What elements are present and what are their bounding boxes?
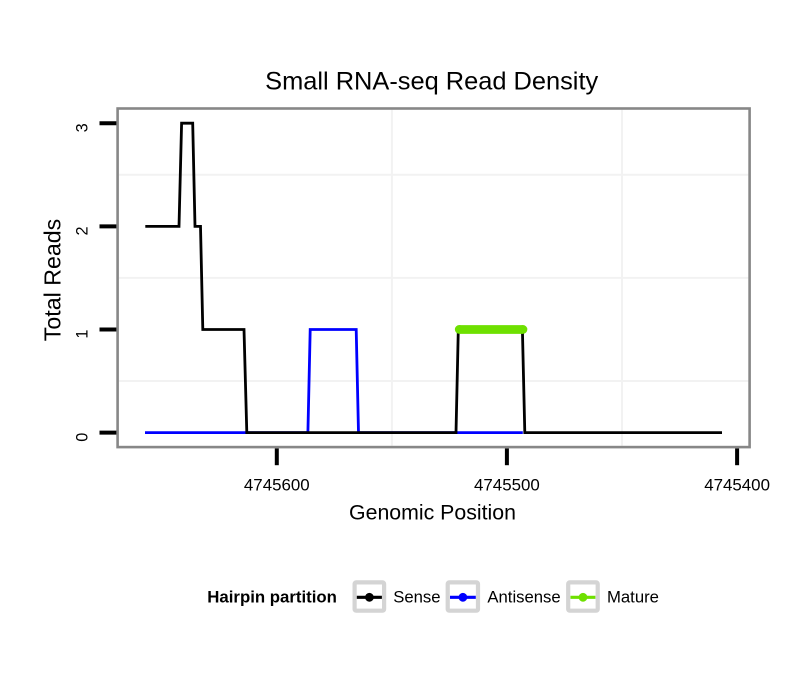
svg-text:Antisense: Antisense [487,588,560,607]
svg-text:1: 1 [73,330,91,339]
svg-text:Genomic Position: Genomic Position [349,501,516,525]
svg-text:0: 0 [73,433,91,442]
svg-text:Total Reads: Total Reads [40,219,66,341]
svg-text:Sense: Sense [393,588,440,607]
svg-text:4745500: 4745500 [474,475,540,494]
svg-text:Hairpin partition: Hairpin partition [207,588,337,607]
svg-text:Small RNA-seq Read Density: Small RNA-seq Read Density [265,67,598,95]
svg-text:Mature: Mature [607,588,659,607]
svg-text:2: 2 [73,226,91,235]
svg-text:3: 3 [73,123,91,132]
svg-text:4745400: 4745400 [704,475,770,494]
svg-text:4745600: 4745600 [244,475,310,494]
